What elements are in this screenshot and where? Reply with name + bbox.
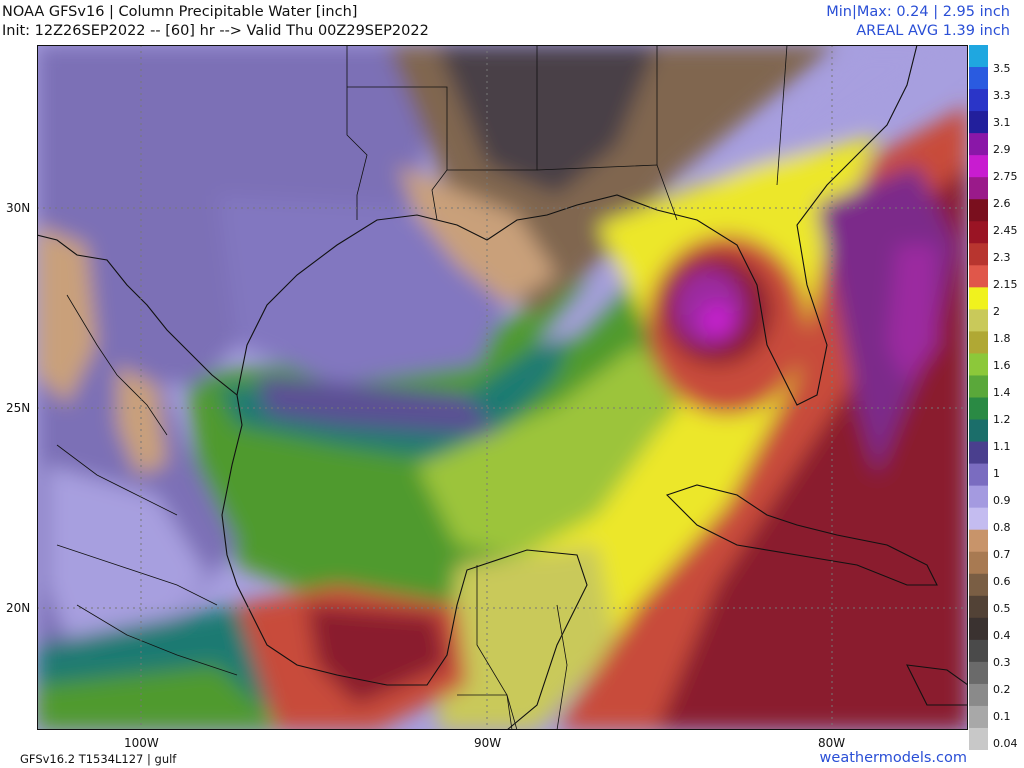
colorbar-swatch (969, 309, 988, 333)
colorbar-swatch (969, 529, 988, 553)
lat-lon-grid (37, 45, 968, 730)
colorbar-tick-label: 2.15 (993, 278, 1018, 291)
colorbar: 3.5 3.3 3.1 2.9 2.75 2.6 2.45 2.3 2.15 2 1.8 1.6 1.4… (969, 45, 1018, 750)
colorbar-tick-label: 0.2 (993, 683, 1011, 696)
colorbar-swatch (969, 353, 988, 377)
valid-time-line: Init: 12Z26SEP2022 -- [60] hr --> Valid … (2, 23, 429, 39)
colorbar-tick-label: 0.5 (993, 602, 1011, 615)
colorbar-tick-label: 3.1 (993, 116, 1011, 129)
colorbar-swatch (969, 375, 988, 399)
colorbar-swatch (969, 419, 988, 443)
colorbar-tick-label: 2.3 (993, 251, 1011, 264)
chart-title: NOAA GFSv16 | Column Precipitable Water … (2, 4, 358, 20)
colorbar-tick-label: 1.1 (993, 440, 1011, 453)
colorbar-swatch (969, 221, 988, 244)
colorbar-swatch (969, 177, 988, 200)
colorbar-swatch (969, 265, 988, 288)
colorbar-tick-label: 2.45 (993, 224, 1018, 237)
colorbar-tick-label: 0.6 (993, 575, 1011, 588)
colorbar-tick-label: 2.75 (993, 170, 1018, 183)
min-max-readout: Min|Max: 0.24 | 2.95 inch (826, 4, 1010, 20)
colorbar-swatch (969, 397, 988, 421)
colorbar-tick-label: 0.9 (993, 494, 1011, 507)
colorbar-swatch (969, 507, 988, 531)
colorbar-tick-label: 1.4 (993, 386, 1011, 399)
colorbar-swatch (969, 155, 988, 178)
colorbar-swatch (969, 199, 988, 222)
precipitable-water-map (37, 45, 968, 730)
colorbar-tick-label: 0.1 (993, 710, 1011, 723)
lon-label-90w: 90W (474, 736, 502, 750)
colorbar-swatch (969, 683, 988, 707)
colorbar-tick-label: 0.4 (993, 629, 1011, 642)
colorbar-swatch (969, 67, 988, 90)
colorbar-swatch (969, 111, 988, 134)
colorbar-tick-label: 2.6 (993, 197, 1011, 210)
lat-label-30n: 30N (6, 201, 31, 215)
lon-label-100w: 100W (124, 736, 159, 750)
colorbar-swatch (969, 485, 988, 509)
areal-average-readout: AREAL AVG 1.39 inch (856, 23, 1010, 39)
colorbar-swatch (969, 243, 988, 266)
colorbar-swatch (969, 617, 988, 641)
colorbar-swatch (969, 441, 988, 465)
lon-label-80w: 80W (818, 736, 846, 750)
model-footer: GFSv16.2 T1534L127 | gulf (20, 752, 177, 766)
colorbar-swatch (969, 639, 988, 663)
colorbar-swatch (969, 705, 988, 729)
lat-label-25n: 25N (6, 401, 31, 415)
moisture-field (37, 45, 968, 730)
colorbar-tick-label: 0.04 (993, 737, 1018, 750)
site-credit-link[interactable]: weathermodels.com (819, 750, 967, 766)
colorbar-tick-label: 1 (993, 467, 1000, 480)
colorbar-tick-label: 1.8 (993, 332, 1011, 345)
colorbar-swatch (969, 287, 988, 310)
state-borders (56, 45, 788, 730)
colorbar-swatch (969, 595, 988, 619)
colorbar-tick-label: 3.3 (993, 89, 1011, 102)
colorbar-swatch (969, 45, 988, 68)
colorbar-tick-label: 2 (993, 305, 1000, 318)
colorbar-tick-label: 1.6 (993, 359, 1011, 372)
colorbar-swatch (969, 89, 988, 112)
colorbar-tick-label: 3.5 (993, 62, 1011, 75)
colorbar-tick-label: 2.9 (993, 143, 1011, 156)
colorbar-tick-label: 0.8 (993, 521, 1011, 534)
colorbar-tick-label: 1.2 (993, 413, 1011, 426)
colorbar-swatch (969, 573, 988, 597)
colorbar-swatch (969, 463, 988, 487)
colorbar-swatch (969, 551, 988, 575)
colorbar-swatch (969, 331, 988, 355)
colorbar-swatch (969, 727, 988, 750)
colorbar-swatch (969, 133, 988, 156)
lat-label-20n: 20N (6, 601, 31, 615)
colorbar-swatch (969, 661, 988, 685)
coastlines (37, 45, 968, 730)
colorbar-tick-label: 0.7 (993, 548, 1011, 561)
colorbar-tick-label: 0.3 (993, 656, 1011, 669)
